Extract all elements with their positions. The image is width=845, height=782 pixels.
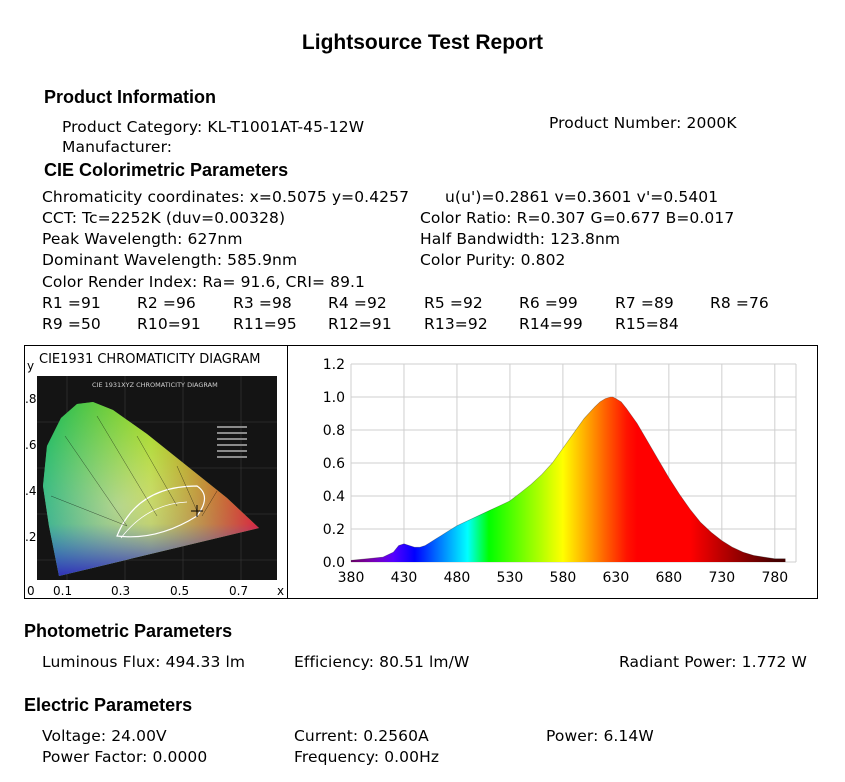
x-tick-label: 730 xyxy=(708,570,735,586)
cie-x-tick: 0.5 xyxy=(170,584,190,598)
report-title: Lightsource Test Report xyxy=(301,31,544,54)
r-value: R3 =98 xyxy=(233,294,292,312)
color-render-index: Color Render Index: Ra= 91.6, CRI= 89.1 xyxy=(42,273,366,291)
half-bandwidth: Half Bandwidth: 123.8nm xyxy=(420,230,621,248)
r-value: R1 =91 xyxy=(42,294,101,312)
chromaticity-coordinates: Chromaticity coordinates: x=0.5075 y=0.4… xyxy=(42,188,410,206)
r-value: R4 =92 xyxy=(328,294,387,312)
r-value: R8 =76 xyxy=(710,294,769,312)
cie-x-tick: 0 xyxy=(27,584,35,598)
y-tick-label: 0.8 xyxy=(323,423,345,439)
efficiency: Efficiency: 80.51 lm/W xyxy=(294,653,470,671)
x-tick-label: 430 xyxy=(391,570,418,586)
x-tick-label: 630 xyxy=(603,570,630,586)
spectrum-area xyxy=(351,397,786,562)
cie-diagram-title: CIE1931 CHROMATICITY DIAGRAM xyxy=(39,352,261,367)
uv-coordinates: u(u')=0.2861 v=0.3601 v'=0.5401 xyxy=(445,188,719,206)
radiant-power: Radiant Power: 1.772 W xyxy=(619,653,807,671)
product-info-heading: Product Information xyxy=(44,87,216,107)
y-tick-label: 0.2 xyxy=(323,522,345,538)
current: Current: 0.2560A xyxy=(294,727,429,745)
cie-measured-point xyxy=(191,505,203,517)
cie-y-tick: .2 xyxy=(25,530,37,544)
r-value: R13=92 xyxy=(424,315,488,333)
cie-diagram-image: CIE 1931XYZ CHROMATICITY DIAGRAM xyxy=(37,376,277,580)
cie-y-axis-label: y xyxy=(27,359,35,373)
color-ratio: Color Ratio: R=0.307 G=0.677 B=0.017 xyxy=(420,209,735,227)
spectrum-panel: 0.0 0.2 0.4 0.6 0.8 1.0 1.2 380 430 480 530 580 630… xyxy=(287,345,818,599)
r-value: R12=91 xyxy=(328,315,392,333)
r-value: R6 =99 xyxy=(519,294,578,312)
r-value: R14=99 xyxy=(519,315,583,333)
cct-value: CCT: Tc=2252K (duv=0.00328) xyxy=(42,209,286,227)
r-value: R15=84 xyxy=(615,315,679,333)
power: Power: 6.14W xyxy=(546,727,654,745)
cie-x-tick: 0.1 xyxy=(53,584,73,598)
x-tick-label: 780 xyxy=(761,570,788,586)
color-purity: Color Purity: 0.802 xyxy=(420,251,566,269)
y-tick-label: 1.0 xyxy=(323,390,345,406)
cie-x-tick: 0.3 xyxy=(111,584,131,598)
x-tick-label: 580 xyxy=(550,570,577,586)
electric-heading: Electric Parameters xyxy=(24,695,193,715)
spectrum-line xyxy=(350,396,786,561)
luminous-flux: Luminous Flux: 494.33 lm xyxy=(42,653,246,671)
x-tick-label: 380 xyxy=(338,570,365,586)
x-tick-label: 680 xyxy=(655,570,682,586)
r-value: R9 =50 xyxy=(42,315,101,333)
cie-diagram-panel: CIE1931 CHROMATICITY DIAGRAM y x .8 .6 .… xyxy=(24,345,289,599)
frequency: Frequency: 0.00Hz xyxy=(294,748,440,766)
x-tick-label: 480 xyxy=(444,570,471,586)
y-tick-label: 0.4 xyxy=(323,489,345,505)
r-value: R5 =92 xyxy=(424,294,483,312)
voltage: Voltage: 24.00V xyxy=(42,727,167,745)
manufacturer: Manufacturer: xyxy=(62,138,173,156)
photometric-heading: Photometric Parameters xyxy=(24,621,233,641)
cie-x-axis-label: x xyxy=(277,584,285,598)
dominant-wavelength: Dominant Wavelength: 585.9nm xyxy=(42,251,298,269)
x-tick-label: 530 xyxy=(497,570,524,586)
cie-heading: CIE Colorimetric Parameters xyxy=(44,160,289,180)
product-category: Product Category: KL-T1001AT-45-12W xyxy=(62,118,365,136)
r-value: R10=91 xyxy=(137,315,201,333)
cie-y-tick: .8 xyxy=(25,392,37,406)
power-factor: Power Factor: 0.0000 xyxy=(42,748,208,766)
r-value: R7 =89 xyxy=(615,294,674,312)
peak-wavelength: Peak Wavelength: 627nm xyxy=(42,230,243,248)
y-tick-label: 0.0 xyxy=(323,555,345,571)
cie-x-tick: 0.7 xyxy=(229,584,249,598)
y-tick-label: 1.2 xyxy=(323,357,345,373)
r-value: R11=95 xyxy=(233,315,297,333)
cie-y-tick: .6 xyxy=(25,438,37,452)
cie-inner-title: CIE 1931XYZ CHROMATICITY DIAGRAM xyxy=(92,381,218,389)
product-number: Product Number: 2000K xyxy=(549,114,737,132)
spectrum-chart: 0.0 0.2 0.4 0.6 0.8 1.0 1.2 380 430 480 530 580 630… xyxy=(323,357,797,586)
cie-y-tick: .4 xyxy=(25,484,37,498)
y-tick-label: 0.6 xyxy=(323,456,345,472)
r-value: R2 =96 xyxy=(137,294,196,312)
